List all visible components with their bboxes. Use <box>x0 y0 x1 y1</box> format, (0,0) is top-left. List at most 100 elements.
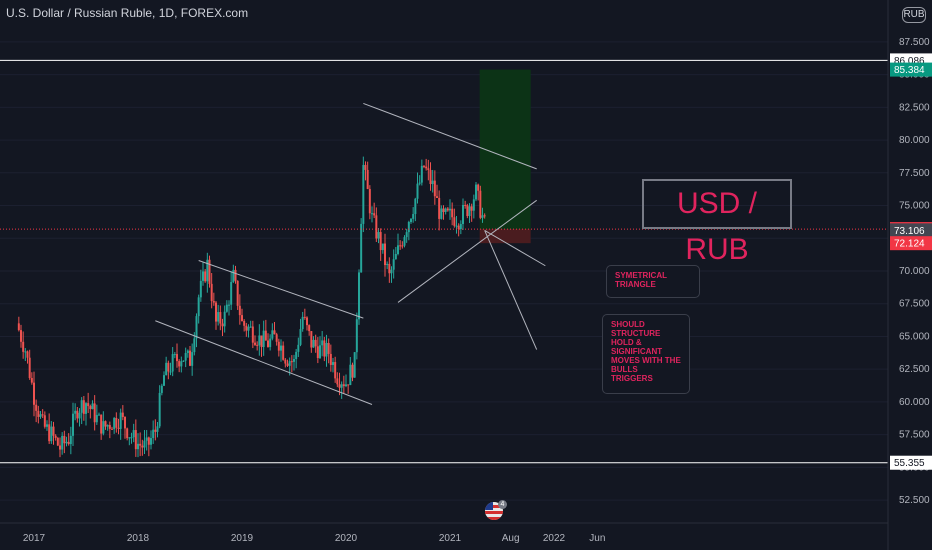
candle-body <box>427 168 430 171</box>
triangle-note[interactable]: SYMETRICAL TRIANGLE <box>606 265 700 298</box>
candle-body <box>65 441 68 444</box>
candle-body <box>386 263 389 266</box>
candle-body <box>152 429 155 439</box>
candle-body <box>362 164 365 224</box>
candle-body <box>158 392 161 427</box>
candle-body <box>407 221 410 233</box>
candle-body <box>61 435 64 450</box>
candle-body <box>119 412 122 429</box>
candle-body <box>154 429 157 432</box>
candle-body <box>481 215 484 218</box>
candle-body <box>334 362 337 379</box>
candle-body <box>455 225 458 227</box>
candle-body <box>453 217 456 226</box>
price-tick-label: 52.500 <box>899 495 930 506</box>
candle-body <box>377 232 380 239</box>
candle-body <box>258 335 261 346</box>
triangle-upper-line <box>363 102 537 170</box>
candle-body <box>271 330 274 339</box>
candle-body <box>379 232 382 251</box>
candle-body <box>163 375 165 386</box>
candle-body <box>290 361 293 363</box>
candle-body <box>284 359 287 364</box>
candle-body <box>212 301 215 303</box>
time-tick-label: 2018 <box>127 533 150 544</box>
candle-body <box>371 213 373 215</box>
structure-note[interactable]: SHOULD STRUCTURE HOLD & SIGNIFICANT MOVE… <box>602 314 690 394</box>
time-tick-label: 2022 <box>543 533 566 544</box>
candle-body <box>375 215 378 239</box>
candle-body <box>178 361 181 367</box>
candle-body <box>238 305 241 316</box>
candle-body <box>230 282 233 305</box>
candle-body <box>479 190 482 218</box>
candle-body <box>128 437 131 439</box>
price-tick-label: 67.500 <box>899 299 930 310</box>
candle-body <box>457 225 460 230</box>
candle-body <box>394 253 397 260</box>
price-tick-label: 65.000 <box>899 331 930 342</box>
price-tag-label: 72.124 <box>894 239 925 250</box>
candle-body <box>89 406 92 410</box>
candle-body <box>74 410 77 414</box>
candle-body <box>50 426 53 442</box>
candle-body <box>423 165 425 167</box>
candle-body <box>306 317 308 326</box>
candle-body <box>24 351 27 353</box>
candle-body <box>436 196 438 198</box>
candle-body <box>210 283 213 302</box>
time-axis[interactable]: 2017 2018 2019 2020 2021 Aug 2022 Jun <box>0 522 888 544</box>
candle-body <box>137 443 139 450</box>
candle-body <box>184 352 187 361</box>
candle-body <box>390 269 393 274</box>
candle-body <box>37 410 40 417</box>
candle-body <box>310 331 313 348</box>
time-tick-label: 2021 <box>439 533 462 544</box>
pair-label-box[interactable]: USD / RUB <box>642 179 792 266</box>
candle-body <box>132 430 135 438</box>
candle-body <box>468 206 471 217</box>
candle-body <box>126 428 129 439</box>
candle-body <box>195 316 198 339</box>
candle-body <box>35 404 38 411</box>
price-tick-label: 75.000 <box>899 201 930 212</box>
candle-body <box>186 350 189 353</box>
candle-body <box>288 361 291 366</box>
candle-body <box>22 341 25 352</box>
candle-body <box>459 223 462 230</box>
price-tag <box>890 455 932 470</box>
risk-reward-zones <box>479 69 531 244</box>
candle-body <box>342 384 345 387</box>
candle-body <box>180 361 183 367</box>
currency-button[interactable]: RUB <box>902 7 926 23</box>
candle-body <box>141 445 144 448</box>
price-tag-label: 86.086 <box>894 56 925 67</box>
candle-body <box>234 269 237 281</box>
event-count-badge: 4 <box>498 500 507 509</box>
price-tick-label: 62.500 <box>899 364 930 375</box>
time-tick-label: Aug <box>502 533 520 544</box>
candle-body <box>388 263 391 274</box>
triangle-lower-line <box>397 199 537 303</box>
price-tag-label: 73.106 <box>894 226 925 237</box>
candle-body <box>267 340 269 347</box>
horizontal-levels <box>0 59 888 464</box>
time-tick-label: 2019 <box>231 533 254 544</box>
candle-body <box>115 417 118 428</box>
candle-body <box>241 315 243 321</box>
candle-body <box>368 188 371 214</box>
candle-body <box>483 215 486 217</box>
candle-body <box>63 435 66 444</box>
candle-body <box>340 384 343 388</box>
candle-body <box>191 352 194 366</box>
candle-body <box>299 329 302 345</box>
candle-body <box>215 302 217 322</box>
candle-body <box>251 326 254 343</box>
candle-body <box>405 232 408 238</box>
candle-body <box>130 437 133 439</box>
candle-body <box>156 426 159 432</box>
candle-body <box>39 414 42 417</box>
candle-body <box>470 206 473 211</box>
price-tag-label: 85.384 <box>894 65 925 76</box>
